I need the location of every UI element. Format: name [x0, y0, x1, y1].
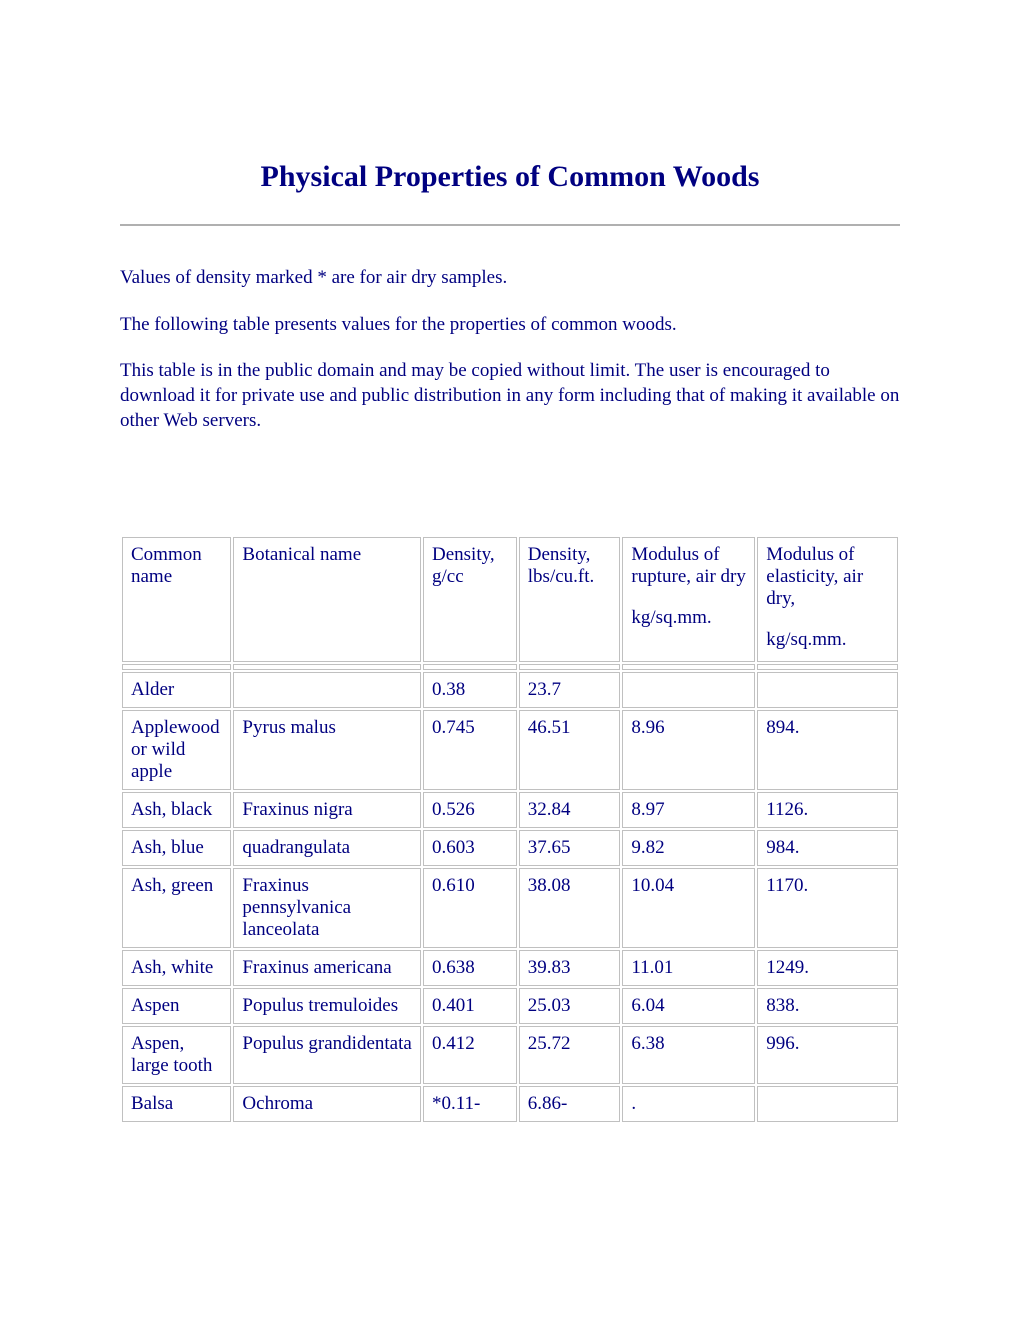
table-cell: 0.401 [423, 988, 517, 1024]
table-cell: 9.82 [622, 830, 755, 866]
table-cell: 46.51 [519, 710, 621, 790]
table-cell: Fraxinus pennsylvanica lanceolata [233, 868, 421, 948]
table-row: Ash, whiteFraxinus americana0.63839.8311… [122, 950, 898, 986]
table-cell: 0.38 [423, 672, 517, 708]
table-cell: 38.08 [519, 868, 621, 948]
table-cell: Aspen, large tooth [122, 1026, 231, 1084]
table-cell: . [622, 1086, 755, 1122]
col-botanical-name: Botanical name [233, 537, 421, 662]
table-cell: 37.65 [519, 830, 621, 866]
table-cell: Ash, green [122, 868, 231, 948]
divider [120, 224, 900, 226]
table-cell: Ash, black [122, 792, 231, 828]
col-density-gcc: Density, g/cc [423, 537, 517, 662]
intro-para-3: This table is in the public domain and m… [120, 359, 900, 433]
table-cell: 11.01 [622, 950, 755, 986]
table-cell: 0.610 [423, 868, 517, 948]
table-row: AspenPopulus tremuloides0.40125.036.0483… [122, 988, 898, 1024]
table-cell: 0.603 [423, 830, 517, 866]
table-cell: Pyrus malus [233, 710, 421, 790]
table-cell: 10.04 [622, 868, 755, 948]
table-cell: Fraxinus nigra [233, 792, 421, 828]
table-cell: 39.83 [519, 950, 621, 986]
table-cell: Populus tremuloides [233, 988, 421, 1024]
table-cell: Ash, white [122, 950, 231, 986]
table-cell: Balsa [122, 1086, 231, 1122]
table-cell [622, 672, 755, 708]
table-spacer-row [122, 664, 898, 670]
table-cell: 25.72 [519, 1026, 621, 1084]
table-cell [757, 1086, 898, 1122]
table-cell: 0.745 [423, 710, 517, 790]
table-cell: 996. [757, 1026, 898, 1084]
table-cell: 6.38 [622, 1026, 755, 1084]
table-cell: 1126. [757, 792, 898, 828]
table-cell: 984. [757, 830, 898, 866]
col-density-lbs: Density, lbs/cu.ft. [519, 537, 621, 662]
table-cell [757, 672, 898, 708]
table-cell: 0.526 [423, 792, 517, 828]
table-cell: 894. [757, 710, 898, 790]
table-cell: Ash, blue [122, 830, 231, 866]
table-cell: quadrangulata [233, 830, 421, 866]
table-row: Ash, blackFraxinus nigra0.52632.848.9711… [122, 792, 898, 828]
table-row: Ash, greenFraxinus pennsylvanica lanceol… [122, 868, 898, 948]
table-cell: 838. [757, 988, 898, 1024]
table-row: BalsaOchroma*0.11-6.86-. [122, 1086, 898, 1122]
table-cell: 6.04 [622, 988, 755, 1024]
table-cell [233, 672, 421, 708]
table-cell: Populus grandidentata [233, 1026, 421, 1084]
table-cell: 6.86- [519, 1086, 621, 1122]
table-cell: Fraxinus americana [233, 950, 421, 986]
table-cell: Alder [122, 672, 231, 708]
table-row: Ash, bluequadrangulata0.60337.659.82984. [122, 830, 898, 866]
table-cell: 32.84 [519, 792, 621, 828]
col-mor: Modulus of rupture, air drykg/sq.mm. [622, 537, 755, 662]
col-moe: Modulus of elasticity, air dry,kg/sq.mm. [757, 537, 898, 662]
table-cell: 23.7 [519, 672, 621, 708]
col-common-name: Common name [122, 537, 231, 662]
table-row: Applewood or wild applePyrus malus0.7454… [122, 710, 898, 790]
table-cell: 8.97 [622, 792, 755, 828]
table-cell: 0.412 [423, 1026, 517, 1084]
table-cell: *0.11- [423, 1086, 517, 1122]
table-cell: 0.638 [423, 950, 517, 986]
woods-table: Common name Botanical name Density, g/cc… [120, 535, 900, 1124]
table-header-row: Common name Botanical name Density, g/cc… [122, 537, 898, 662]
table-cell: 1170. [757, 868, 898, 948]
table-cell: 8.96 [622, 710, 755, 790]
page-title: Physical Properties of Common Woods [120, 160, 900, 194]
intro-para-1: Values of density marked * are for air d… [120, 266, 900, 291]
table-cell: 25.03 [519, 988, 621, 1024]
intro-para-2: The following table presents values for … [120, 313, 900, 338]
table-row: Aspen, large toothPopulus grandidentata0… [122, 1026, 898, 1084]
table-cell: Aspen [122, 988, 231, 1024]
table-row: Alder 0.3823.7 [122, 672, 898, 708]
table-cell: Applewood or wild apple [122, 710, 231, 790]
table-cell: 1249. [757, 950, 898, 986]
table-cell: Ochroma [233, 1086, 421, 1122]
